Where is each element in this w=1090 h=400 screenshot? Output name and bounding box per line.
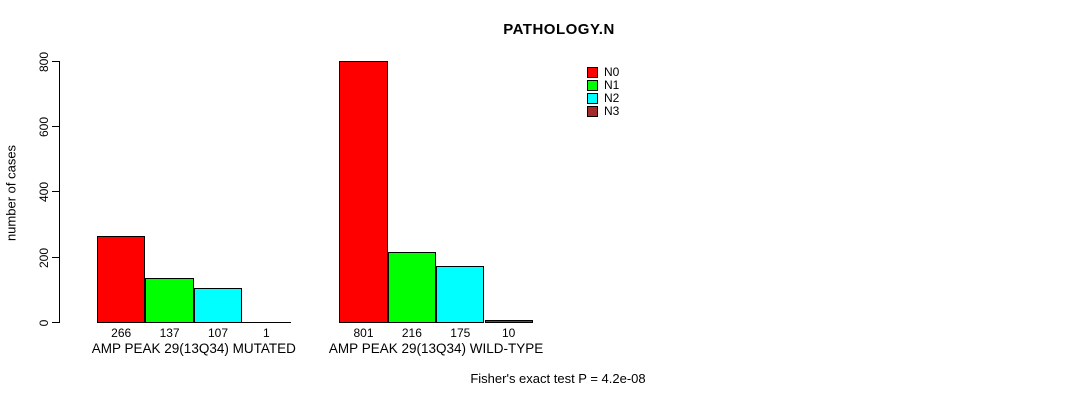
y-tick-line xyxy=(52,61,59,62)
bar-n2-group1 xyxy=(193,288,243,323)
legend-swatch-n0 xyxy=(587,66,598,78)
bar-n0-group2 xyxy=(339,61,388,323)
y-tick-label: 200 xyxy=(37,247,51,268)
legend-item-n2: N2 xyxy=(587,92,619,104)
y-tick-line xyxy=(52,322,59,323)
legend-swatch-n3 xyxy=(587,105,598,117)
group-label: AMP PEAK 29(13Q34) WILD-TYPE xyxy=(328,341,544,356)
legend-item-n1: N1 xyxy=(587,79,619,91)
legend-swatch-n1 xyxy=(587,79,598,91)
bar-n1-group2 xyxy=(387,252,437,323)
bar-n1-group1 xyxy=(145,278,194,323)
bar-n3-group2 xyxy=(484,319,533,323)
group-label: AMP PEAK 29(13Q34) MUTATED xyxy=(91,341,296,356)
fisher-test-annotation: Fisher's exact test P = 4.2e-08 xyxy=(470,371,646,386)
bar-n2-group2 xyxy=(436,265,485,323)
y-axis-label: number of cases xyxy=(3,144,19,242)
bar-value-label: 216 xyxy=(401,326,422,340)
bar-value-label: 137 xyxy=(159,326,180,340)
legend-label: N3 xyxy=(604,104,620,118)
bar-n3-group1 xyxy=(242,322,291,323)
legend-item-n0: N0 xyxy=(587,66,619,78)
bar-value-label: 266 xyxy=(111,326,132,340)
y-tick-label: 400 xyxy=(37,181,51,202)
legend-label: N0 xyxy=(604,65,620,79)
bar-value-label: 1 xyxy=(263,326,270,340)
chart-title: PATHOLOGY.N xyxy=(503,21,615,38)
legend: N0 N1 N2 N3 xyxy=(587,66,619,117)
legend-item-n3: N3 xyxy=(587,105,619,117)
y-tick-line xyxy=(52,257,59,258)
bar-value-label: 175 xyxy=(450,326,471,340)
bar-value-label: 107 xyxy=(207,326,229,340)
legend-label: N1 xyxy=(604,78,620,92)
y-tick-line xyxy=(52,126,59,127)
legend-swatch-n2 xyxy=(587,92,598,104)
y-tick-label: 800 xyxy=(37,51,51,72)
y-tick-label: 600 xyxy=(37,116,51,137)
legend-label: N2 xyxy=(604,91,620,105)
bar-value-label: 10 xyxy=(502,326,516,340)
y-tick-label: 0 xyxy=(37,319,51,326)
y-axis-line xyxy=(59,61,60,323)
bar-value-label: 801 xyxy=(353,326,374,340)
y-tick-line xyxy=(52,191,59,192)
bar-n0-group1 xyxy=(97,236,146,323)
